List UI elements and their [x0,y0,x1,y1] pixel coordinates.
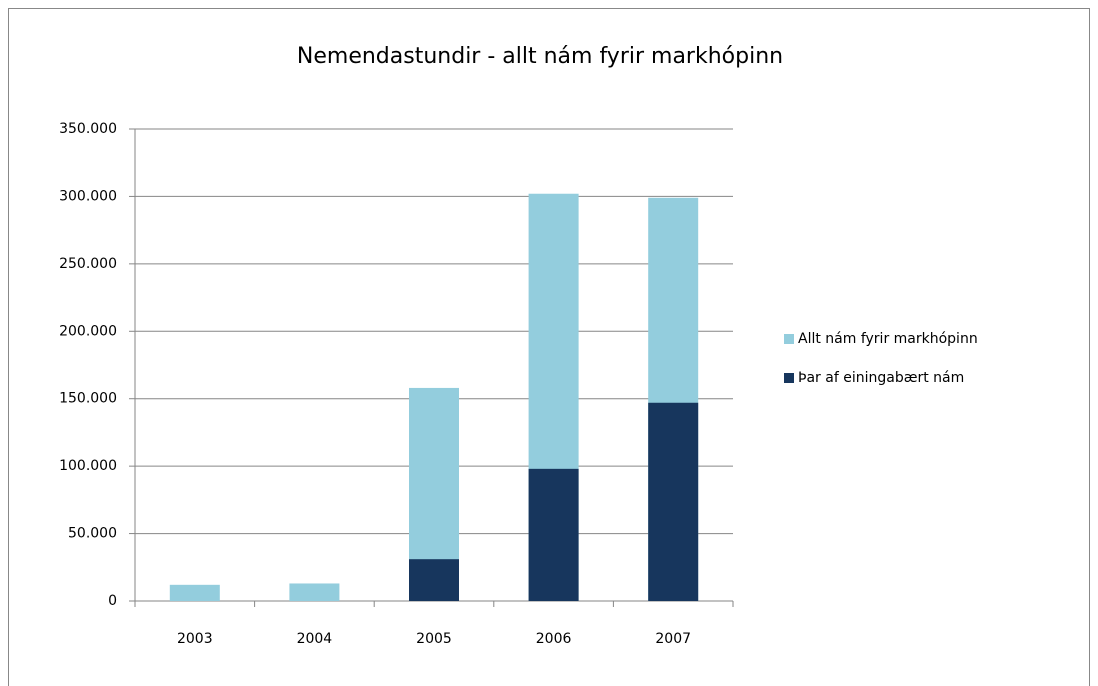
y-tick-label: 350.000 [59,121,117,137]
x-tick-label: 2003 [177,631,213,647]
x-tick-label: 2006 [536,631,572,647]
y-tick-label: 200.000 [59,323,117,339]
bar [648,402,699,601]
y-tick-label: 100.000 [59,458,117,474]
y-tick-label: 0 [108,593,117,609]
y-tick-label: 300.000 [59,188,117,204]
legend-swatch [784,373,794,383]
bar [409,559,459,601]
legend-label: Allt nám fyrir markhópinn [798,331,978,347]
y-tick-label: 50.000 [68,526,117,542]
x-tick-label: 2004 [297,631,333,647]
bar [289,583,340,601]
x-tick-label: 2007 [655,631,691,647]
legend-label: Þar af einingabært nám [798,370,964,386]
x-tick-label: 2005 [416,631,452,647]
y-tick-label: 150.000 [59,391,117,407]
legend-swatch [784,334,794,344]
chart-title: Nemendastundir - allt nám fyrir markhópi… [297,44,783,69]
bar [169,584,220,601]
y-tick-label: 250.000 [59,256,117,272]
bar [528,468,579,601]
